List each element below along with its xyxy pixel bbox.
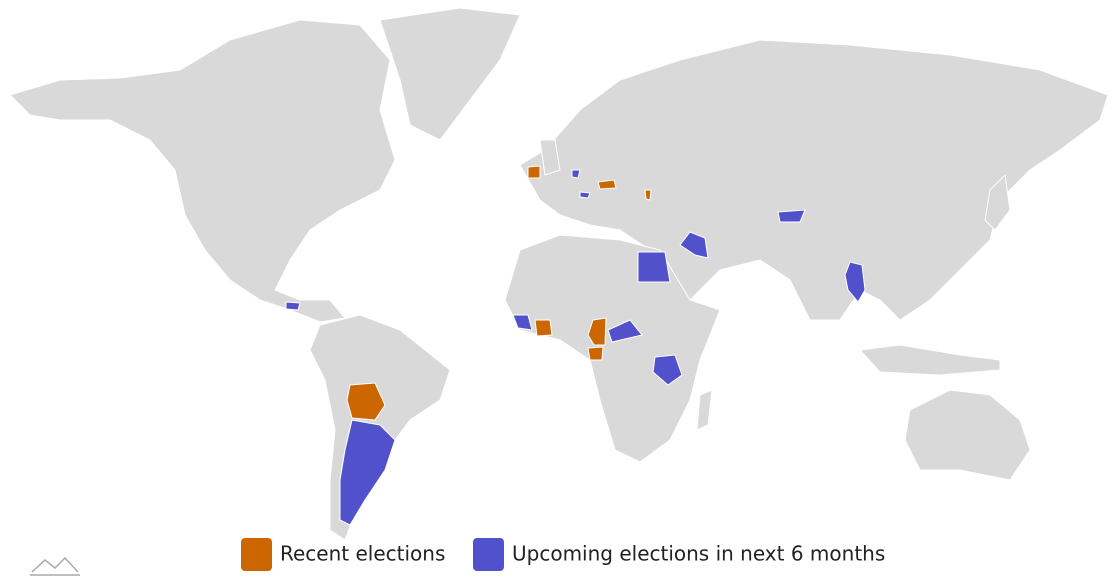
country-recent bbox=[587, 317, 607, 346]
country-recent bbox=[346, 382, 386, 421]
country-upcoming bbox=[777, 209, 806, 223]
africa bbox=[504, 234, 721, 463]
country-upcoming bbox=[679, 231, 709, 259]
legend-swatch bbox=[473, 538, 504, 571]
logo bbox=[30, 556, 80, 576]
indonesia bbox=[858, 344, 1001, 376]
japan bbox=[984, 173, 1011, 231]
land bbox=[9, 7, 1109, 541]
country-recent bbox=[644, 189, 652, 201]
country-recent bbox=[587, 346, 604, 361]
country-upcoming bbox=[637, 251, 671, 283]
legend-label: Upcoming elections in next 6 months bbox=[512, 542, 885, 566]
madagascar bbox=[696, 389, 713, 431]
legend: Recent elections Upcoming elections in ne… bbox=[241, 538, 885, 571]
north-america bbox=[9, 19, 396, 323]
greenland bbox=[379, 7, 521, 141]
country-upcoming bbox=[571, 169, 581, 179]
legend-swatch bbox=[241, 538, 272, 571]
country-recent bbox=[597, 179, 617, 190]
country-recent bbox=[527, 165, 541, 179]
country-upcoming bbox=[339, 419, 396, 526]
country-upcoming bbox=[607, 319, 643, 343]
legend-label: Recent elections bbox=[280, 542, 445, 566]
country-upcoming bbox=[285, 301, 301, 311]
country-recent bbox=[534, 319, 553, 337]
country-upcoming bbox=[579, 191, 591, 199]
country-upcoming bbox=[652, 354, 683, 386]
uk bbox=[539, 139, 561, 176]
australia bbox=[904, 389, 1031, 481]
country-upcoming bbox=[844, 261, 866, 303]
country-upcoming bbox=[512, 314, 533, 331]
highlighted-countries bbox=[285, 165, 866, 526]
